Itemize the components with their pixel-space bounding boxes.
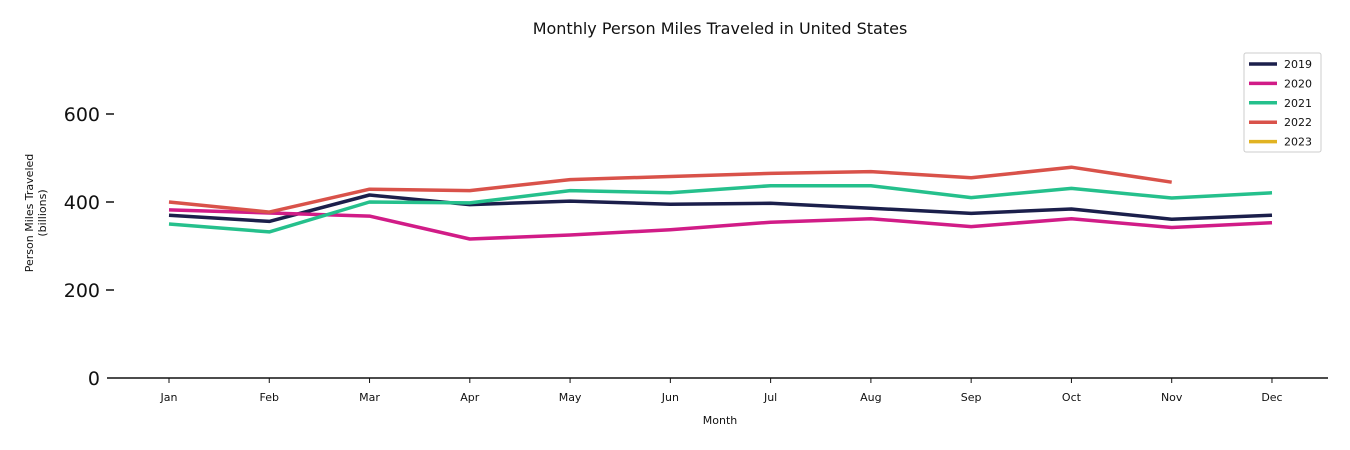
x-tick-label: May: [559, 391, 582, 404]
x-axis-label: Month: [703, 414, 738, 427]
x-tick-label: Sep: [961, 391, 982, 404]
x-tick-label: Dec: [1261, 391, 1282, 404]
series-line-2020: [168, 208, 1273, 241]
x-tick-label: Mar: [359, 391, 380, 404]
series-line-2021: [168, 183, 1273, 234]
legend: 2019 2020 2021 2022 2023: [1243, 52, 1322, 153]
series-lines: [168, 165, 1273, 241]
x-tick-label: Nov: [1161, 391, 1183, 404]
y-axis-label: Person Miles Traveled (billions): [23, 154, 49, 273]
x-tick-label: Jan: [160, 391, 178, 404]
x-tick-label: Jun: [661, 391, 679, 404]
x-tick-label: Feb: [260, 391, 279, 404]
x-tick-label: Jul: [763, 391, 777, 404]
series-line-2019: [168, 193, 1273, 224]
x-ticks: Jan Feb Mar Apr May Jun Jul Aug Sep Oct Nov Dec: [160, 378, 1283, 404]
legend-label-2023: 2023: [1284, 136, 1312, 149]
legend-label-2022: 2022: [1284, 116, 1312, 129]
y-tick-label: 0: [88, 368, 100, 390]
x-tick-label: Aug: [860, 391, 881, 404]
y-axis-label-line-1: Person Miles Traveled: [23, 154, 36, 273]
legend-label-2019: 2019: [1284, 58, 1312, 71]
legend-label-2020: 2020: [1284, 77, 1312, 90]
legend-box: [1243, 52, 1322, 153]
y-tick-label: 200: [64, 280, 100, 302]
y-ticks: 0 200 400 600: [64, 104, 114, 390]
y-tick-label: 600: [64, 104, 100, 126]
y-axis-label-line-2: (billions): [36, 189, 49, 236]
x-tick-label: Oct: [1062, 391, 1082, 404]
x-tick-label: Apr: [460, 391, 480, 404]
legend-label-2021: 2021: [1284, 97, 1312, 110]
y-tick-label: 400: [64, 192, 100, 214]
chart-title: Monthly Person Miles Traveled in United …: [533, 19, 908, 38]
